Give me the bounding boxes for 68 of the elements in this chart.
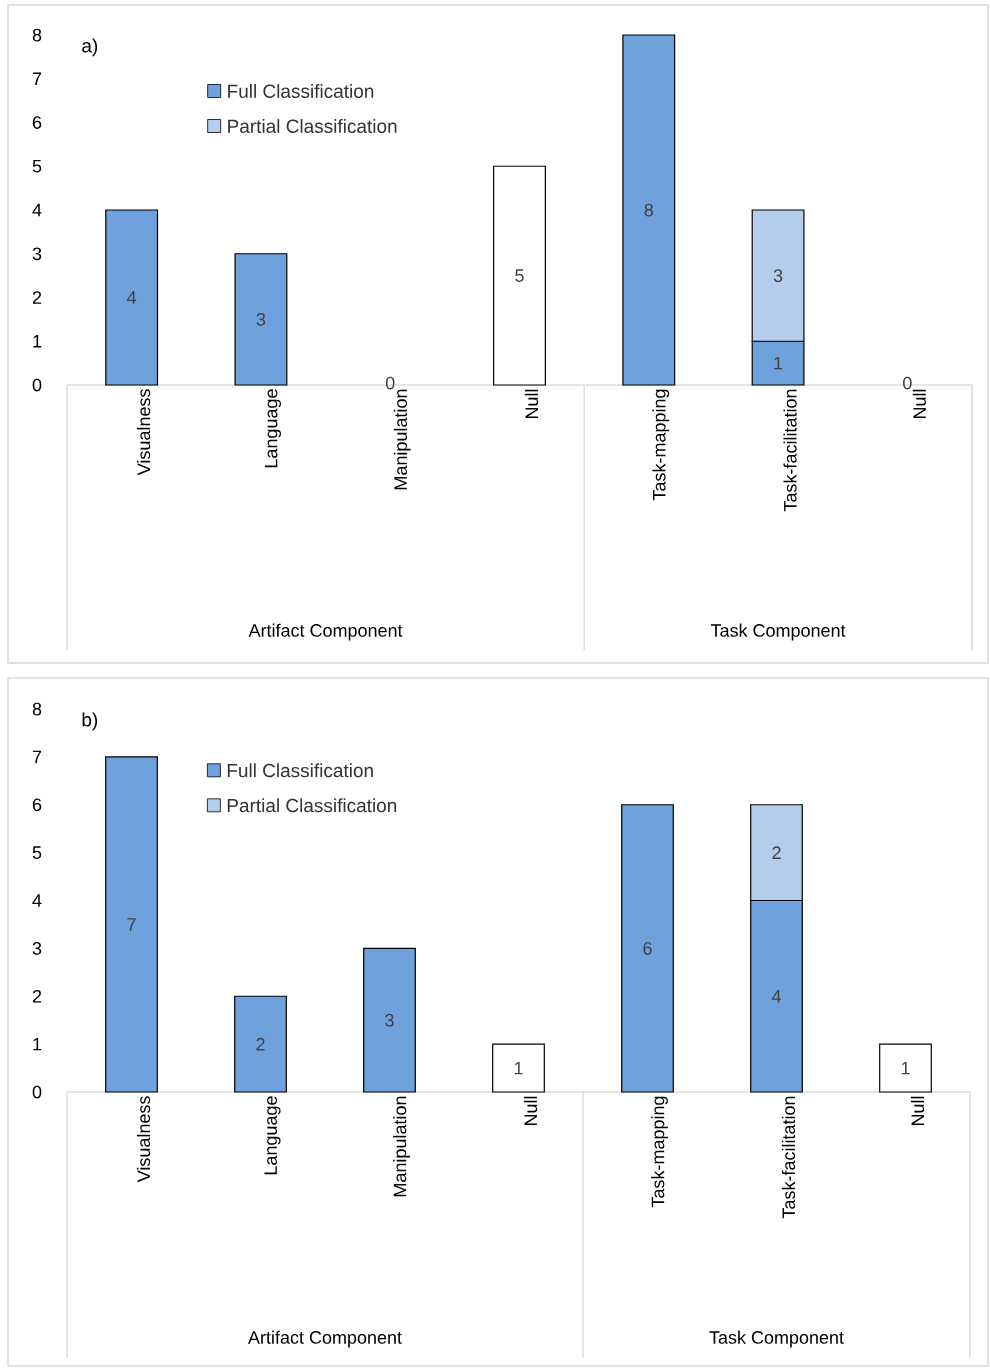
- data-label: 7: [127, 918, 136, 931]
- x-tick-label: Manipulation: [393, 1096, 410, 1197]
- bar: [363, 947, 416, 1093]
- bar: [105, 209, 159, 386]
- y-tick-label: 0: [32, 1085, 42, 1099]
- y-tick-label: 3: [32, 942, 42, 955]
- x-tick-label: Null: [912, 389, 926, 419]
- x-tick-label: Task-mapping: [651, 1096, 668, 1208]
- bar: [493, 165, 546, 386]
- data-label: 0: [903, 376, 912, 390]
- y-tick-label: 1: [33, 1037, 42, 1051]
- chart-title: b): [82, 712, 98, 731]
- y-tick-label: 6: [32, 116, 42, 129]
- data-label: 5: [515, 269, 524, 282]
- data-label: 2: [772, 846, 781, 859]
- y-tick-label: 5: [32, 159, 42, 173]
- legend-label: Partial Classification: [227, 798, 397, 813]
- x-tick-label: Manipulation: [393, 389, 411, 490]
- data-label: 3: [385, 1013, 394, 1027]
- data-label: 4: [771, 990, 781, 1003]
- text: Artifact Component: [248, 623, 403, 641]
- y-tick-label: 8: [32, 28, 42, 42]
- x-tick-label: Null: [524, 389, 539, 419]
- bar: [621, 804, 674, 1093]
- y-tick-label: 2: [32, 989, 42, 1003]
- y-tick-label: 7: [32, 750, 42, 764]
- y-tick-label: 0: [32, 378, 42, 392]
- text: Task Component: [709, 1330, 844, 1348]
- y-tick-label: 1: [33, 335, 42, 348]
- bar: [234, 253, 288, 386]
- chart-title: a): [82, 38, 98, 57]
- legend-label: Full Classification: [228, 84, 374, 98]
- legend-label: Partial Classification: [228, 119, 397, 133]
- bar: [879, 1043, 932, 1093]
- legend-label: Full Classification: [227, 763, 373, 778]
- data-label: 3: [256, 313, 266, 326]
- data-label: 1: [774, 356, 783, 370]
- x-tick-label: Null: [910, 1096, 925, 1126]
- y-tick-label: 4: [32, 894, 42, 907]
- bar: [492, 1043, 545, 1093]
- y-tick-label: 6: [32, 798, 42, 812]
- data-label: 8: [644, 203, 654, 217]
- x-tick-label: Task-mapping: [652, 389, 670, 501]
- y-tick-label: 7: [32, 72, 42, 85]
- data-label: 3: [773, 269, 783, 283]
- bar: [234, 995, 287, 1093]
- data-label: 4: [127, 291, 137, 304]
- y-tick-label: 4: [32, 203, 42, 217]
- text: Artifact Component: [247, 1330, 402, 1348]
- x-tick-label: Visualness: [137, 389, 151, 476]
- x-tick-label: Language: [264, 1096, 281, 1175]
- bar: [622, 34, 676, 386]
- text: Task Component: [710, 623, 846, 641]
- x-tick-label: Task-facilitation: [781, 1096, 796, 1219]
- y-tick-label: 2: [32, 291, 42, 304]
- data-label: 1: [901, 1061, 910, 1075]
- data-label: 6: [643, 942, 652, 955]
- x-tick-label: Visualness: [136, 1096, 151, 1183]
- data-label: 1: [514, 1061, 523, 1075]
- x-tick-label: Language: [264, 389, 281, 468]
- y-tick-label: 5: [32, 846, 42, 859]
- data-label: 0: [385, 376, 395, 390]
- y-tick-label: 3: [32, 247, 42, 261]
- data-label: 2: [256, 1037, 265, 1051]
- bar: [105, 756, 158, 1093]
- y-tick-label: 8: [32, 702, 42, 716]
- x-tick-label: Task-facilitation: [783, 389, 797, 512]
- x-tick-label: Null: [523, 1096, 538, 1126]
